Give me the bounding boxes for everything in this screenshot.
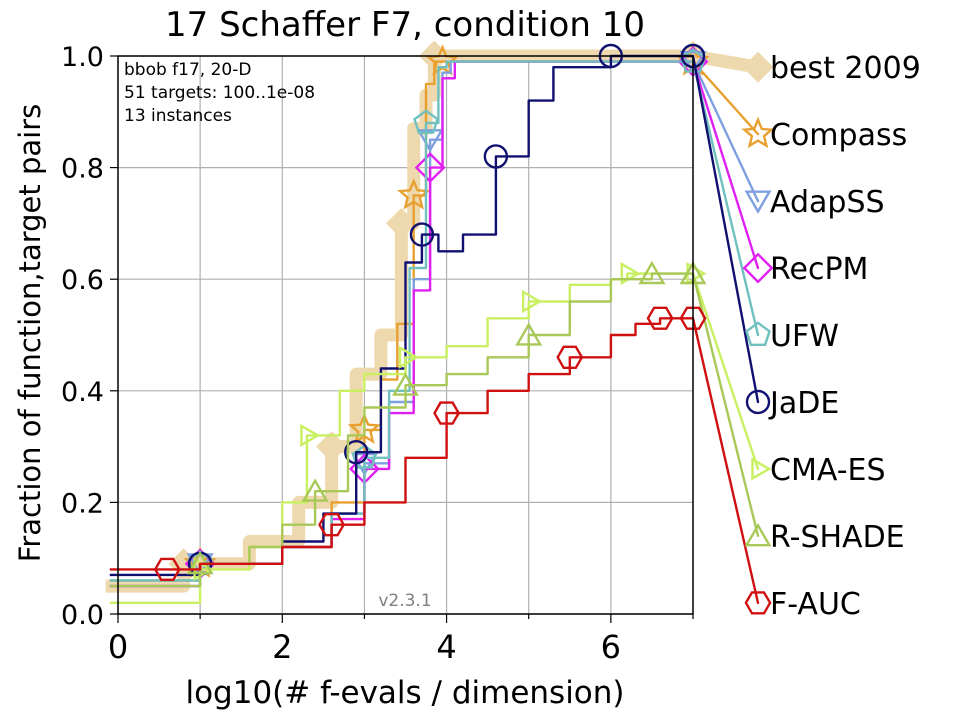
y-tick-label: 1.0 bbox=[61, 42, 104, 73]
data-marker bbox=[318, 513, 346, 537]
axis-ticks: 0 2 4 6 0.0 0.2 0.4 0.6 0.8 1.0 bbox=[61, 42, 694, 666]
y-tick-label: 0.4 bbox=[61, 377, 104, 408]
legend-connector bbox=[691, 60, 760, 136]
x-tick-label: 0 bbox=[108, 628, 128, 666]
data-marker bbox=[409, 222, 435, 247]
data-marker bbox=[398, 345, 419, 369]
data-marker bbox=[679, 306, 707, 330]
y-tick-label: 0.2 bbox=[61, 488, 104, 519]
legend-label: Compass bbox=[770, 118, 907, 153]
series-line bbox=[109, 317, 693, 571]
y-tick-label: 0.0 bbox=[61, 600, 104, 631]
data-marker bbox=[638, 260, 666, 285]
info-line-1: bbob f17, 20-D bbox=[124, 60, 251, 80]
legend-connector bbox=[691, 54, 760, 404]
legend: best 2009 Compass AdapSS RecPM UFW JaDE CMA-ES… bbox=[741, 51, 921, 622]
data-marker bbox=[522, 289, 543, 314]
data-marker bbox=[515, 322, 543, 346]
data-marker bbox=[416, 129, 444, 153]
y-tick-label: 0.6 bbox=[61, 265, 104, 296]
legend-label: JaDE bbox=[768, 386, 839, 421]
x-tick-label: 4 bbox=[436, 628, 456, 666]
series-cma-es bbox=[109, 262, 760, 604]
data-marker bbox=[483, 144, 509, 169]
data-marker bbox=[301, 478, 329, 502]
series-r-shade bbox=[109, 260, 760, 588]
legend-label: F-AUC bbox=[770, 587, 861, 622]
data-marker bbox=[745, 321, 771, 346]
data-marker bbox=[414, 152, 446, 183]
series-line bbox=[105, 49, 693, 593]
data-marker bbox=[413, 109, 439, 134]
legend-connector bbox=[691, 60, 760, 337]
data-marker bbox=[742, 51, 774, 83]
info-line-3: 13 instances bbox=[124, 106, 232, 126]
legend-connector bbox=[691, 317, 760, 605]
plot-frame bbox=[117, 55, 694, 615]
data-marker bbox=[744, 190, 772, 214]
x-tick-label: 2 bbox=[272, 628, 292, 666]
version-label: v2.3.1 bbox=[378, 591, 431, 611]
series-lines bbox=[105, 40, 765, 605]
data-marker bbox=[433, 401, 461, 425]
data-marker bbox=[385, 208, 417, 239]
series-ufw bbox=[109, 48, 760, 582]
data-marker bbox=[392, 372, 419, 396]
data-marker bbox=[556, 345, 584, 369]
data-marker bbox=[744, 591, 772, 615]
legend-label: UFW bbox=[770, 319, 839, 354]
data-marker bbox=[745, 389, 771, 415]
data-marker bbox=[300, 423, 321, 448]
series-line bbox=[109, 54, 693, 577]
data-marker bbox=[742, 252, 774, 284]
x-axis-label: log10(# f-evals / dimension) bbox=[185, 675, 624, 711]
legend-label: AdapSS bbox=[770, 185, 885, 220]
series-line bbox=[109, 272, 693, 588]
legend-connector bbox=[691, 60, 760, 270]
data-marker bbox=[741, 116, 775, 149]
y-tick-label: 0.8 bbox=[61, 154, 104, 185]
legend-connector bbox=[691, 272, 760, 471]
series-f-auc bbox=[109, 306, 760, 605]
data-marker bbox=[344, 439, 369, 465]
data-marker bbox=[316, 431, 347, 463]
data-marker bbox=[744, 522, 772, 547]
legend-label: best 2009 bbox=[770, 51, 921, 86]
data-marker bbox=[646, 306, 674, 330]
y-axis-label: Fraction of function,target pairs bbox=[13, 104, 47, 563]
x-tick-label: 6 bbox=[601, 628, 621, 666]
legend-label: CMA-ES bbox=[770, 453, 886, 488]
data-marker bbox=[397, 178, 431, 210]
data-marker bbox=[153, 557, 181, 581]
chart-title: 17 Schaffer F7, condition 10 bbox=[165, 5, 645, 45]
info-line-2: 51 targets: 100..1e-08 bbox=[124, 83, 315, 103]
legend-connector bbox=[691, 60, 760, 203]
data-marker bbox=[751, 457, 772, 481]
legend-label: R-SHADE bbox=[770, 520, 905, 555]
legend-label: RecPM bbox=[770, 252, 868, 287]
